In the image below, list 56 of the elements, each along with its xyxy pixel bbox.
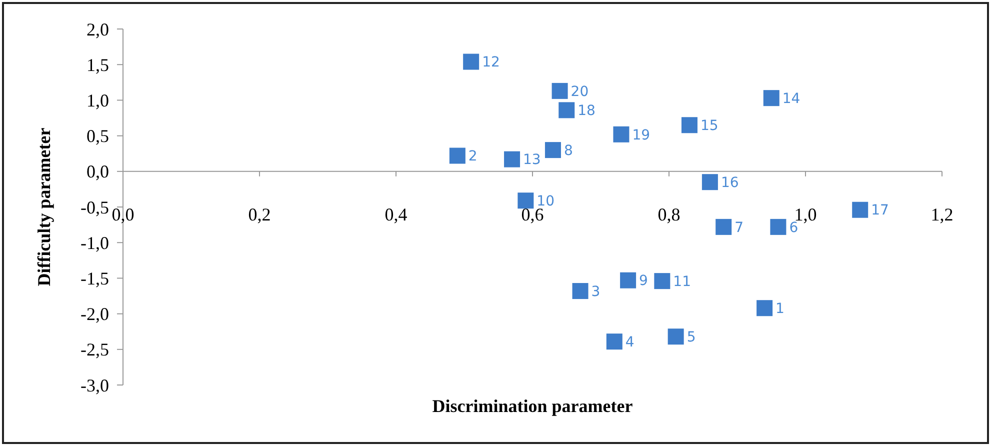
point [449,148,466,164]
x-tick-label: 0,0 [112,204,134,224]
y-tick-label: 0,0 [86,162,109,182]
x-tick-label: 0,4 [384,204,408,224]
annotation: 19 [632,127,650,144]
annotation: 2 [468,148,478,165]
y-axis-title: Difficulty parameter [34,128,54,286]
y-tick-label: 0,5 [86,126,109,146]
point [852,202,868,218]
x-axis-title: Discrimination parameter [432,396,633,416]
annotation: 14 [782,90,800,107]
point [716,218,732,235]
annotation: 15 [700,118,718,134]
annotation: 12 [482,54,500,71]
point [654,273,670,290]
point [463,54,480,70]
point [681,117,698,134]
annotation: 3 [591,284,600,300]
y-tick-label: 1,0 [86,90,109,110]
y-tick-label: -0,5 [80,197,109,218]
point [763,90,780,106]
point [756,300,773,316]
point [620,272,636,288]
annotation: 8 [564,142,573,159]
y-tick-label: -2,5 [80,340,109,360]
annotation: 9 [639,273,648,290]
y-tick-label: 1,5 [86,54,109,75]
y-tick-label: -2,0 [80,304,109,324]
annotation: 1 [776,301,784,318]
point [572,283,588,300]
point [770,218,786,235]
annotation: 16 [720,174,739,191]
annotation: 13 [523,152,541,168]
point [544,142,561,158]
point [668,328,684,345]
point [606,334,622,350]
x-tick-label: 0,2 [248,204,271,224]
y-tick-label: -1,0 [80,232,109,253]
point [558,102,575,118]
x-tick-label: 0,8 [658,204,680,224]
y-tick-label: -3,0 [80,375,109,396]
y-tick-label: 2,0 [86,19,109,40]
point [504,151,520,168]
point [552,82,568,99]
annotation: 17 [871,202,889,219]
point [702,174,718,190]
annotation: 4 [625,334,634,350]
annotation: 5 [686,329,696,346]
annotation: 7 [734,220,744,236]
annotation: 18 [578,103,596,120]
y-tick-label: -1,5 [80,268,109,288]
x-tick-label: 1,2 [930,204,954,224]
point [613,126,630,142]
annotation: 11 [673,274,692,290]
point [518,192,534,209]
annotation: 20 [570,84,589,100]
